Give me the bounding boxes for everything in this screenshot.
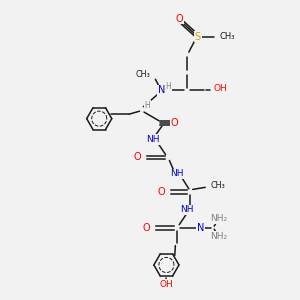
Text: NH₂: NH₂ <box>210 232 227 241</box>
Text: NH: NH <box>146 135 160 144</box>
Text: OH: OH <box>213 84 227 93</box>
Text: NH: NH <box>180 205 194 214</box>
Text: OH: OH <box>160 280 173 289</box>
Text: O: O <box>142 223 150 232</box>
Text: CH₃: CH₃ <box>210 181 225 190</box>
Text: H: H <box>166 82 171 91</box>
Text: NH₂: NH₂ <box>210 214 227 223</box>
Text: N: N <box>158 85 166 95</box>
Text: H: H <box>144 101 150 110</box>
Text: N: N <box>197 223 205 232</box>
Text: CH₃: CH₃ <box>135 70 150 79</box>
Text: S: S <box>195 32 201 41</box>
Text: O: O <box>176 14 183 24</box>
Text: O: O <box>134 152 141 163</box>
Text: CH₃: CH₃ <box>219 32 235 41</box>
Text: O: O <box>157 187 165 197</box>
Text: O: O <box>171 118 178 128</box>
Text: NH: NH <box>170 169 184 178</box>
